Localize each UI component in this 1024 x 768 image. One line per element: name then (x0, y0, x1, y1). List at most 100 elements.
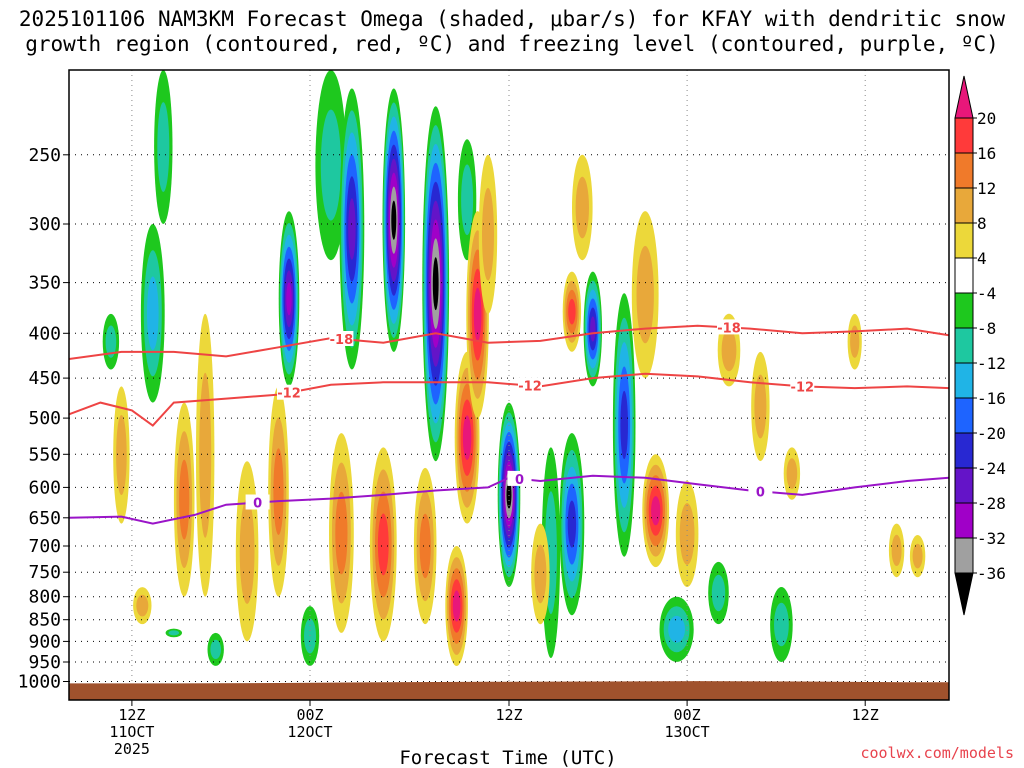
y-tick-label-450: 450 (28, 368, 61, 389)
x-tick-label-0-0: 12Z (118, 706, 145, 724)
omega-cell-24-level-2 (273, 448, 284, 535)
y-tick-label-550: 550 (28, 444, 61, 465)
omega-cell-20-level-1 (116, 415, 127, 495)
omega-cell-23-level-1 (239, 498, 255, 604)
omega-cell-19-level-1 (168, 630, 180, 636)
freezing-level-label-bg-1 (507, 470, 532, 486)
colorbar-swatch-6 (954, 292, 974, 329)
colorbar-label-6: -8 (977, 319, 996, 338)
omega-cell-43-level-1 (891, 534, 902, 567)
x-tick-label-4-0: 12Z (852, 706, 879, 724)
omega-cell-4-level-5 (348, 198, 356, 260)
colorbar-swatch-10 (954, 432, 974, 469)
x-tick-label-0-2: 2025 (114, 740, 150, 758)
freezing-level-label-1: 0 (515, 473, 524, 488)
freezing-level-label-bg-0 (245, 494, 270, 510)
colorbar-label-0: 20 (977, 109, 996, 128)
dendritic-top-contour (69, 324, 949, 360)
colorbar-swatch-8 (954, 362, 974, 399)
dendritic-bottom-label-0: -12 (277, 387, 301, 402)
omega-cell-14-level-1 (774, 602, 789, 647)
dendritic-bottom-label-bg-2 (790, 378, 815, 394)
terrain-ground (69, 681, 949, 700)
dendritic-bottom-label-2: -12 (791, 380, 815, 395)
colorbar-label-13: -36 (977, 564, 1006, 583)
y-tick-label-250: 250 (28, 145, 61, 166)
omega-cell-30-level-4 (452, 590, 461, 622)
omega-cell-39-level-1 (754, 374, 767, 439)
freezing-level-label-2: 0 (756, 485, 765, 500)
colorbar-swatch-3 (954, 187, 974, 224)
y-tick-label-750: 750 (28, 562, 61, 583)
omega-cell-2-level-6 (286, 282, 292, 316)
omega-cell-31-level-1 (482, 187, 494, 281)
omega-cell-42-level-1 (912, 543, 923, 569)
y-tick-label-500: 500 (28, 408, 61, 429)
y-tick-label-650: 650 (28, 508, 61, 529)
chart-title-line-1: 2025101106 NAM3KM Forecast Omega (shaded… (18, 7, 1006, 31)
x-tick-label-1-1: 12OCT (287, 723, 332, 741)
dendritic-bottom-label-1: -12 (518, 380, 542, 395)
y-axis: 2503003504004505005506006507007508008509… (18, 145, 69, 693)
temperature-contours: -18 -18 -12 -12 -12 0 0 0 (69, 319, 949, 525)
colorbar-swatch-7 (954, 327, 974, 364)
colorbar-swatch-11 (954, 467, 974, 504)
omega-cell-13-level-1 (711, 574, 726, 612)
colorbar-swatch-9 (954, 397, 974, 434)
omega-shading (102, 70, 926, 666)
colorbar-label-2: 12 (977, 179, 996, 198)
y-tick-label-850: 850 (28, 610, 61, 631)
omega-cell-44-level-1 (136, 594, 149, 617)
y-tick-label-950: 950 (28, 652, 61, 673)
freezing-level-label-0: 0 (253, 497, 262, 512)
omega-cell-25-level-2 (335, 491, 348, 575)
colorbar-swatch-12 (954, 502, 974, 539)
dendritic-bottom-label-bg-0 (277, 384, 301, 400)
omega-cell-10-level-5 (590, 316, 596, 342)
omega-cell-37-level-1 (679, 503, 695, 565)
colorbar-label-10: -24 (977, 459, 1006, 478)
omega-cell-27-level-2 (419, 513, 431, 579)
dendritic-top-label-bg-0 (329, 331, 354, 346)
colorbar-swatch-13 (954, 537, 974, 574)
omega-cell-9-level-4 (567, 500, 577, 548)
omega-cell-12-level-2 (668, 615, 685, 643)
omega-cell-18-level-1 (105, 325, 117, 358)
omega-cell-21-level-2 (179, 459, 190, 540)
y-tick-label-800: 800 (28, 587, 61, 608)
omega-cell-26-level-3 (377, 513, 389, 576)
y-tick-label-300: 300 (28, 214, 61, 235)
omega-cell-29-level-4 (473, 287, 482, 342)
y-tick-label-1000: 1000 (18, 672, 61, 693)
colorbar-swatch-1 (954, 117, 974, 154)
colorbar-legend: 20 16 12 8 4 -4 -8 -12 -16 -20 -24 -28 -32 -36 (954, 75, 1006, 616)
omega-cell-22-level-1 (199, 372, 212, 538)
colorbar-label-5: -4 (977, 284, 996, 303)
omega-cell-32-level-1 (534, 544, 547, 604)
omega-cell-8-level-8 (506, 481, 512, 509)
omega-cell-38-level-1 (721, 328, 737, 372)
dendritic-top-label-bg-1 (717, 319, 741, 335)
colorbar-label-4: 4 (977, 249, 987, 268)
freezing-level-label-bg-2 (748, 483, 773, 499)
dendritic-top-label-0: -18 (330, 333, 354, 348)
terrain-layer (69, 681, 949, 700)
omega-cell-15-level-1 (210, 639, 221, 660)
omega-cell-34-level-1 (575, 176, 589, 239)
colorbar-swatch-2 (954, 152, 974, 189)
colorbar-label-11: -28 (977, 494, 1006, 513)
grid-lines (69, 70, 949, 700)
omega-cell-35-level-1 (636, 245, 654, 344)
y-tick-label-700: 700 (28, 536, 61, 557)
x-axis-label: Forecast Time (UTC) (399, 747, 616, 768)
omega-cell-6-level-8 (432, 257, 439, 311)
omega-cell-7-level-1 (461, 164, 474, 236)
dendritic-bottom-label-bg-1 (518, 377, 542, 393)
y-tick-label-600: 600 (28, 477, 61, 498)
colorbar-bottom-arrow (954, 572, 974, 616)
colorbar-swatch-5 (954, 257, 974, 294)
colorbar-label-12: -32 (977, 529, 1006, 548)
omega-cell-0-level-2 (147, 276, 159, 351)
dendritic-top-label-1: -18 (717, 321, 741, 336)
